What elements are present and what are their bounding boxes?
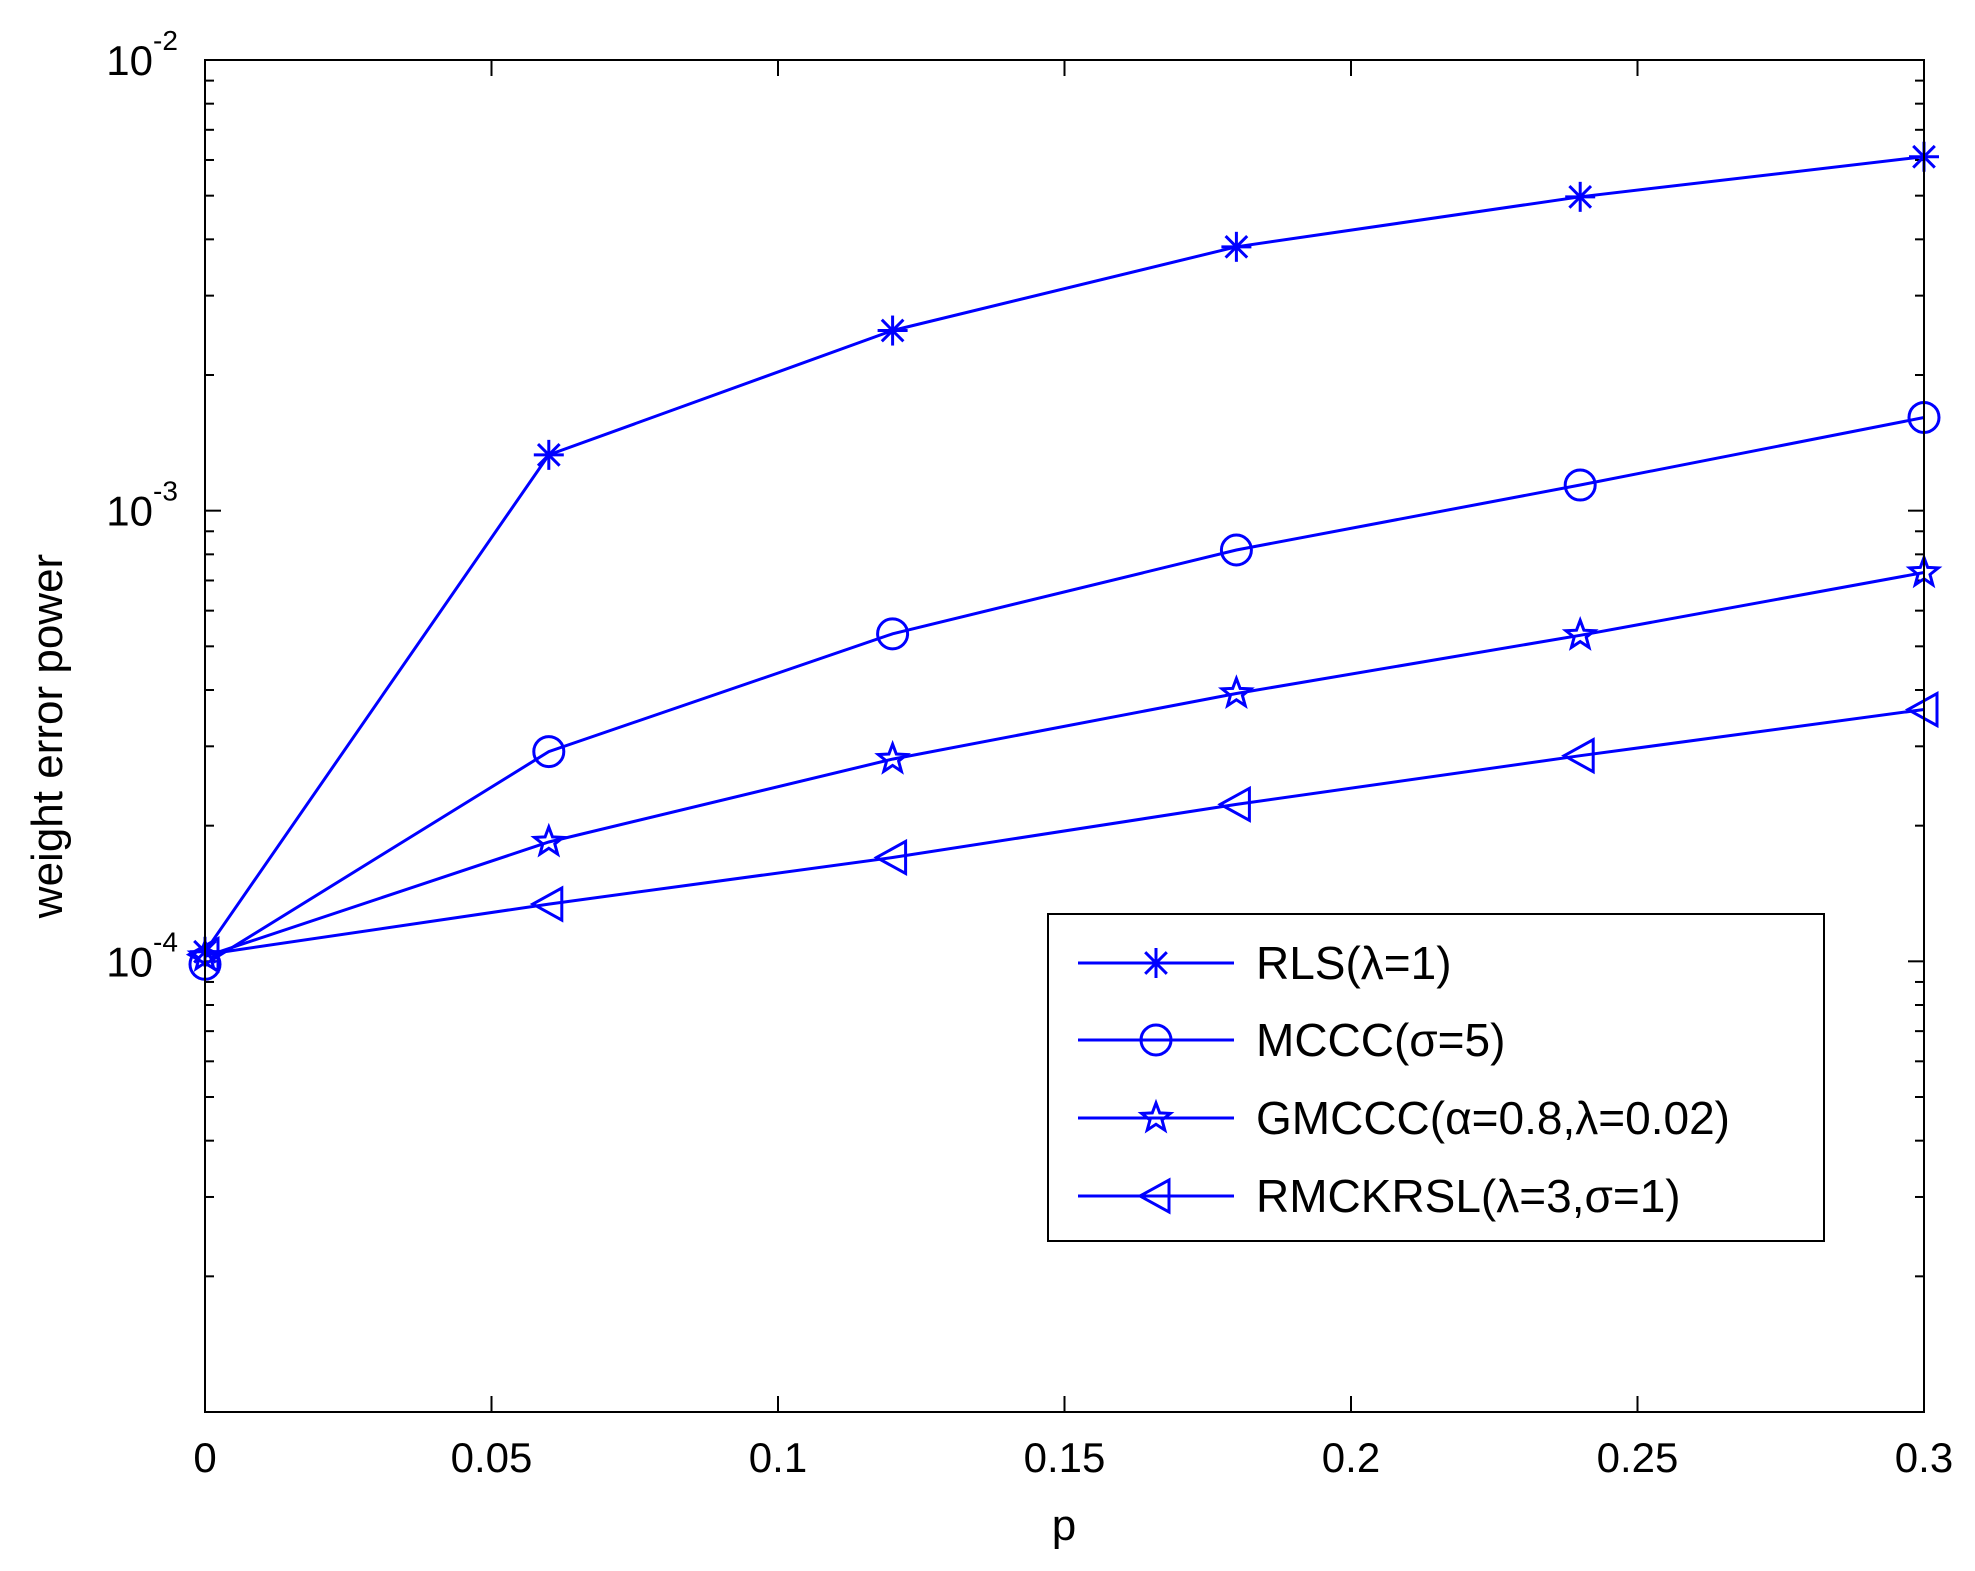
- legend-label: MCCC(σ=5): [1256, 1014, 1505, 1066]
- data-point-3-0: [185, 936, 220, 974]
- y-tick-base: 10: [106, 488, 153, 535]
- legend-entry: RMCKRSL(λ=3,σ=1): [1078, 1170, 1681, 1222]
- data-point-3-3: [1217, 785, 1251, 823]
- data-point-1-2: [876, 617, 910, 651]
- x-tick-label: 0.25: [1597, 1434, 1679, 1481]
- data-point-3-2: [873, 838, 908, 877]
- legend-label: RMCKRSL(λ=3,σ=1): [1256, 1170, 1681, 1222]
- series-line-2: [204, 571, 1925, 958]
- x-tick-label: 0.2: [1322, 1434, 1380, 1481]
- y-tick-label: 10 -4: [106, 926, 178, 985]
- legend-marker: [1139, 1023, 1173, 1057]
- y-tick-exponent: -3: [153, 476, 178, 507]
- x-tick-label: 0.15: [1024, 1434, 1106, 1481]
- legend-entry: GMCCC(α=0.8,λ=0.02): [1078, 1092, 1730, 1144]
- data-point-2-1: [530, 822, 568, 858]
- y-tick-label: 10 -2: [106, 25, 178, 84]
- x-tick-label: 0: [193, 1434, 216, 1481]
- y-axis-label: weight error power: [23, 554, 72, 919]
- series-lines: [203, 155, 1925, 966]
- y-tick-base: 10: [106, 37, 153, 84]
- data-point-1-4: [1563, 468, 1597, 502]
- legend-entry: RLS(λ=1): [1078, 937, 1452, 989]
- y-tick-exponent: -2: [153, 25, 178, 56]
- data-point-0-1: [533, 439, 564, 470]
- data-point-0-2: [877, 315, 908, 346]
- y-tick-base: 10: [106, 938, 153, 985]
- data-point-1-3: [1219, 533, 1253, 567]
- x-tick-label: 0.05: [451, 1434, 533, 1481]
- data-point-3-4: [1561, 737, 1595, 775]
- legend-entry: MCCC(σ=5): [1078, 1014, 1505, 1066]
- data-point-0-4: [1565, 181, 1596, 212]
- data-point-2-2: [874, 739, 911, 775]
- legend-label: GMCCC(α=0.8,λ=0.02): [1256, 1092, 1730, 1144]
- series-line-0: [203, 155, 1925, 953]
- x-tick-labels: 0 0.05 0.1 0.15 0.2 0.25 0.3: [193, 1434, 1953, 1481]
- legend-marker: [1141, 948, 1171, 978]
- data-point-3-1: [529, 885, 564, 923]
- series-markers: [185, 141, 1943, 981]
- data-point-0-3: [1221, 231, 1252, 262]
- legend-entries: RLS(λ=1) MCCC(σ=5) GMCCC(α=0.8,λ=0.02) RMCK…: [1078, 937, 1730, 1222]
- data-point-2-3: [1217, 674, 1255, 710]
- legend-box: [1047, 913, 1825, 1242]
- y-tick-exponent: -4: [153, 926, 178, 957]
- legend-marker: [1136, 1177, 1171, 1215]
- series-line-1: [204, 416, 1925, 966]
- legend-label: RLS(λ=1): [1256, 937, 1452, 989]
- series-line-3: [204, 708, 1925, 957]
- data-point-1-1: [532, 735, 566, 769]
- x-tick-label: 0.3: [1895, 1434, 1953, 1481]
- legend: RLS(λ=1) MCCC(σ=5) GMCCC(α=0.8,λ=0.02) RMCK…: [1047, 913, 1825, 1242]
- x-tick-label: 0.1: [749, 1434, 807, 1481]
- legend-marker: [1137, 1098, 1175, 1134]
- y-tick-label: 10 -3: [106, 476, 178, 535]
- plot-frame: [204, 59, 1925, 1413]
- y-tick-labels: 10-410-310-2: [106, 25, 178, 985]
- x-axis-label: p: [1052, 1501, 1076, 1550]
- data-point-2-4: [1561, 616, 1599, 651]
- data-point-3-5: [1904, 691, 1939, 729]
- ticks-layer: [204, 60, 1925, 1413]
